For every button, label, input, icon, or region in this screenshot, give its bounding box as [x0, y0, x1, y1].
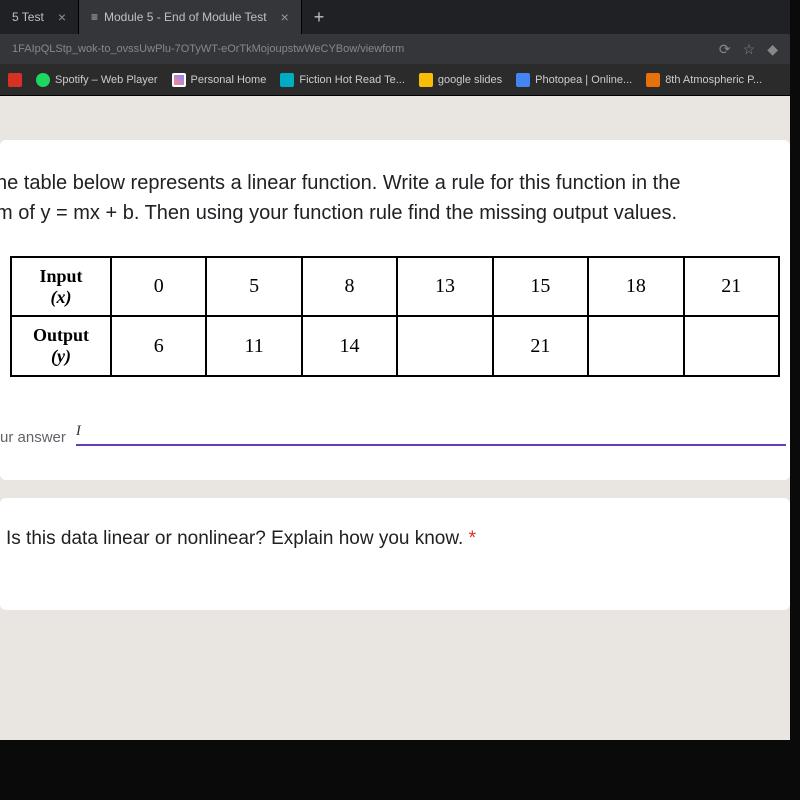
- cell-x-0: 0: [111, 257, 206, 316]
- bookmark-atmospheric[interactable]: 8th Atmospheric P...: [646, 73, 762, 87]
- bookmark-label: 8th Atmospheric P...: [665, 74, 762, 86]
- url-actions: ⟳ ☆ ◆: [719, 41, 778, 58]
- browser-tab-1[interactable]: 5 Test ×: [0, 0, 79, 34]
- tab-label: 5 Test: [12, 10, 44, 24]
- bookmark-spotify[interactable]: Spotify – Web Player: [36, 73, 158, 87]
- bookmark-pin[interactable]: [8, 73, 22, 87]
- star-icon[interactable]: ☆: [743, 41, 756, 58]
- output-label: Output: [33, 325, 89, 345]
- browser-tab-2[interactable]: ≡ Module 5 - End of Module Test ×: [79, 0, 302, 34]
- answer-input[interactable]: [76, 419, 786, 446]
- cell-x-3: 13: [397, 257, 492, 316]
- bookmark-slides[interactable]: google slides: [419, 73, 502, 87]
- question-1-line-2: m of y = mx + b. Then using your functio…: [0, 202, 677, 224]
- list-icon: ≡: [91, 10, 96, 24]
- answer-row: ur answer: [0, 419, 790, 446]
- bookmark-personal-home[interactable]: Personal Home: [172, 73, 267, 87]
- home-icon: [172, 73, 186, 87]
- browser-tab-bar: 5 Test × ≡ Module 5 - End of Module Test…: [0, 0, 790, 34]
- required-asterisk: *: [469, 528, 476, 549]
- question-card-2: Is this data linear or nonlinear? Explai…: [0, 498, 790, 610]
- cell-y-4: 21: [493, 316, 588, 375]
- table-row-input: Input (x) 0 5 8 13 15 18 21: [11, 257, 779, 316]
- photo-icon: [516, 73, 530, 87]
- answer-label: ur answer: [0, 429, 66, 446]
- cell-y-2: 14: [302, 316, 397, 375]
- cell-y-0: 6: [111, 316, 206, 375]
- cell-x-6: 21: [684, 257, 779, 316]
- close-icon[interactable]: ×: [281, 9, 289, 25]
- cell-y-1: 11: [206, 316, 301, 375]
- input-var: (x): [51, 287, 72, 307]
- extension-icon[interactable]: ◆: [767, 41, 778, 58]
- function-table: Input (x) 0 5 8 13 15 18 21 Output: [10, 256, 780, 377]
- question-1-line-1: he table below represents a linear funct…: [0, 172, 680, 194]
- output-var: (y): [51, 346, 71, 366]
- bookmark-fiction[interactable]: Fiction Hot Read Te...: [280, 73, 405, 87]
- cell-y-6: [684, 316, 779, 375]
- row-header-output: Output (y): [11, 316, 111, 375]
- laptop-base: [0, 740, 800, 800]
- url-text: 1FAIpQLStp_wok-to_ovssUwPlu-7OTyWT-eOrTk…: [12, 43, 404, 55]
- doc-icon: [646, 73, 660, 87]
- cell-x-4: 15: [493, 257, 588, 316]
- question-2-line: Is this data linear or nonlinear? Explai…: [6, 528, 463, 549]
- cell-y-3: [397, 316, 492, 375]
- cell-x-5: 18: [588, 257, 683, 316]
- bookmark-label: google slides: [438, 74, 502, 86]
- new-tab-button[interactable]: +: [302, 7, 337, 28]
- search-icon[interactable]: ⟳: [719, 41, 731, 58]
- bookmark-label: Spotify – Web Player: [55, 74, 158, 86]
- bookmark-photopea[interactable]: Photopea | Online...: [516, 73, 632, 87]
- table-row-output: Output (y) 6 11 14 21: [11, 316, 779, 375]
- screen-bezel-right: [790, 0, 800, 800]
- question-1-text: he table below represents a linear funct…: [0, 168, 790, 228]
- bookmark-label: Photopea | Online...: [535, 74, 632, 86]
- cell-x-2: 8: [302, 257, 397, 316]
- laptop-screen: 5 Test × ≡ Module 5 - End of Module Test…: [0, 0, 790, 740]
- function-table-wrap: Input (x) 0 5 8 13 15 18 21 Output: [0, 228, 790, 377]
- row-header-input: Input (x): [11, 257, 111, 316]
- bookmark-label: Personal Home: [191, 74, 267, 86]
- address-bar[interactable]: 1FAIpQLStp_wok-to_ovssUwPlu-7OTyWT-eOrTk…: [0, 34, 790, 64]
- form-page: he table below represents a linear funct…: [0, 96, 790, 740]
- spotify-icon: [36, 73, 50, 87]
- close-icon[interactable]: ×: [58, 9, 66, 25]
- question-2-text: Is this data linear or nonlinear? Explai…: [6, 528, 764, 550]
- slides-icon: [419, 73, 433, 87]
- pin-icon: [8, 73, 22, 87]
- tab-label: Module 5 - End of Module Test: [104, 10, 267, 24]
- cell-x-1: 5: [206, 257, 301, 316]
- book-icon: [280, 73, 294, 87]
- question-card-1: he table below represents a linear funct…: [0, 140, 790, 480]
- bookmark-label: Fiction Hot Read Te...: [299, 74, 405, 86]
- bookmarks-bar: Spotify – Web Player Personal Home Ficti…: [0, 64, 790, 96]
- input-label: Input: [39, 266, 82, 286]
- cell-y-5: [588, 316, 683, 375]
- screen-glow: [0, 738, 790, 740]
